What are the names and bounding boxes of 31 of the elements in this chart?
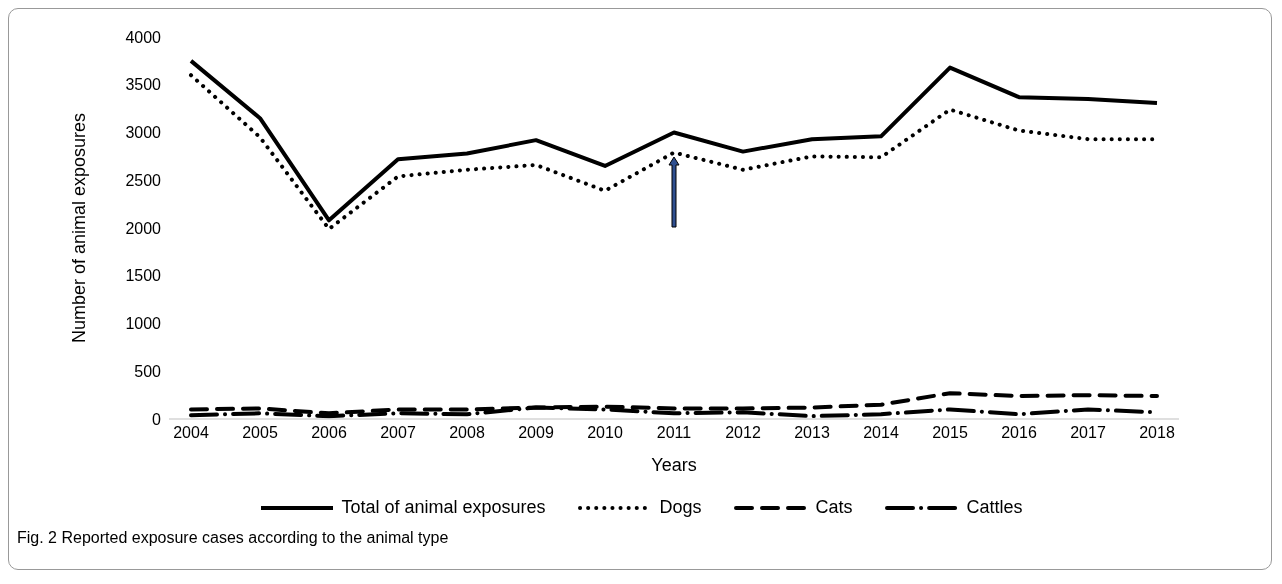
y-tick-label: 3500 — [125, 76, 162, 94]
x-tick-label: 2006 — [311, 424, 347, 442]
x-tick-label: 2018 — [1139, 424, 1175, 442]
x-tick-label: 2012 — [725, 424, 761, 442]
x-tick-label: 2008 — [449, 424, 485, 442]
y-tick-label: 1500 — [125, 267, 162, 285]
x-tick-label: 2017 — [1070, 424, 1106, 442]
legend-label: Cats — [815, 497, 853, 518]
x-tick-label: 2013 — [794, 424, 830, 442]
y-tick-label: 0 — [152, 410, 162, 428]
y-tick-label: 1000 — [125, 315, 162, 333]
x-tick-label: 2009 — [518, 424, 554, 442]
legend-label: Cattles — [966, 497, 1023, 518]
y-tick-label: 4000 — [125, 28, 162, 46]
x-tick-label: 2010 — [587, 424, 623, 442]
x-tick-label: 2014 — [863, 424, 899, 442]
x-tick-label: 2011 — [656, 424, 692, 442]
y-tick-label: 500 — [134, 362, 162, 380]
x-tick-label: 2005 — [242, 424, 278, 442]
legend-label: Dogs — [659, 497, 702, 518]
caption: Fig. 2 Reported exposure cases according to the animal type — [17, 529, 449, 547]
x-axis-title: Years — [651, 455, 697, 475]
y-tick-label: 2000 — [125, 219, 162, 237]
x-tick-label: 2015 — [932, 424, 968, 442]
x-tick-label: 2004 — [173, 424, 209, 442]
x-tick-label: 2016 — [1001, 424, 1037, 442]
y-tick-label: 3000 — [125, 124, 162, 142]
y-tick-label: 2500 — [125, 171, 162, 189]
y-axis-title: Number of animal exposures — [69, 112, 90, 344]
legend-label: Total of animal exposures — [341, 497, 546, 518]
x-tick-label: 2007 — [380, 424, 416, 442]
